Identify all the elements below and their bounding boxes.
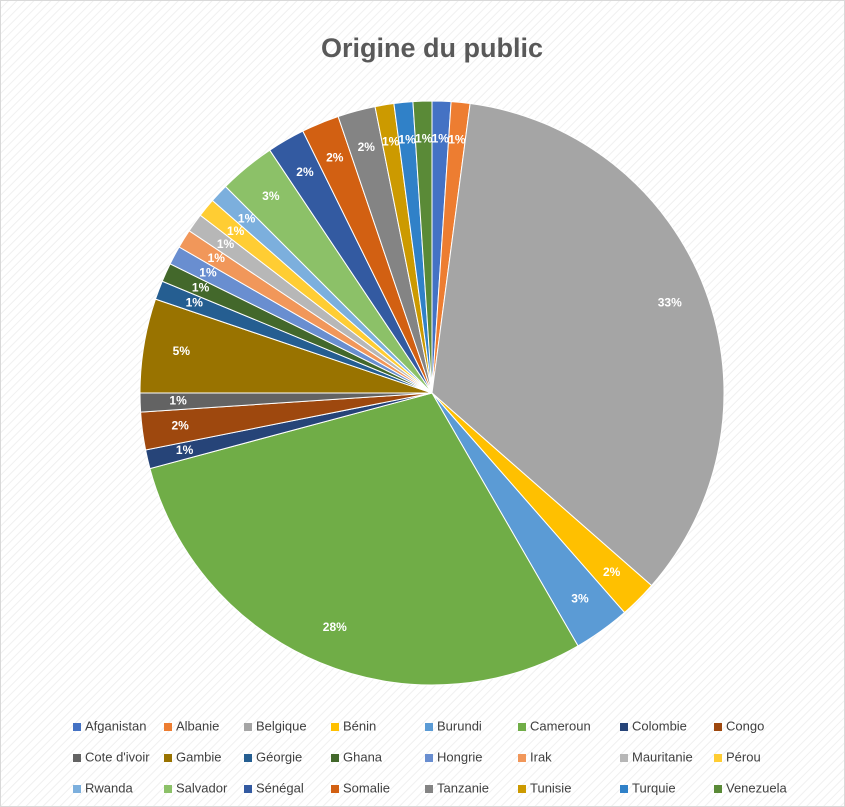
data-label: 28%	[323, 620, 347, 634]
data-label: 2%	[603, 565, 621, 579]
legend-label: Pérou	[726, 749, 761, 764]
legend-label: Irak	[530, 749, 552, 764]
data-label: 1%	[448, 132, 466, 146]
data-label: 2%	[296, 165, 314, 179]
data-label: 1%	[382, 135, 400, 149]
legend-label: Venezuela	[726, 780, 787, 795]
legend-swatch	[425, 754, 433, 762]
legend-label: Mauritanie	[632, 749, 693, 764]
data-label: 1%	[208, 251, 226, 265]
legend-swatch	[425, 723, 433, 731]
data-labels: 1% 1%33%2%3%28%1%2%1%5%1%1%1%1%1%1%1%3%2%…	[169, 131, 682, 634]
legend-swatch	[620, 785, 628, 793]
legend-swatch	[425, 785, 433, 793]
data-label: 1%	[415, 131, 433, 145]
legend-swatch	[714, 754, 722, 762]
legend-swatch	[518, 723, 526, 731]
pie-slice	[149, 392, 579, 686]
data-label: 2%	[358, 140, 376, 154]
data-label: 3%	[262, 189, 280, 203]
legend-swatch	[73, 754, 81, 762]
legend-swatch	[164, 723, 172, 731]
data-label: 1%	[238, 212, 256, 226]
legend-label: Congo	[726, 718, 764, 733]
data-label: 2%	[171, 418, 189, 432]
data-label: 1%	[169, 393, 187, 407]
legend-label: Tunisie	[530, 780, 571, 795]
legend-swatch	[331, 785, 339, 793]
legend-label: Hongrie	[437, 749, 483, 764]
legend-label: Géorgie	[256, 749, 302, 764]
legend-swatch	[73, 723, 81, 731]
legend-swatch	[620, 723, 628, 731]
legend: Afganistan Albanie Belgique Bénin Burundi Cam…	[73, 718, 787, 795]
legend-label: Salvador	[176, 780, 228, 795]
legend-swatch	[244, 785, 252, 793]
data-label: 1%	[432, 131, 450, 145]
legend-label: Albanie	[176, 718, 219, 733]
data-label: 1%	[217, 237, 235, 251]
legend-label: Afganistan	[85, 718, 146, 733]
legend-swatch	[518, 785, 526, 793]
data-label: 2%	[326, 150, 344, 164]
data-label: 1%	[199, 265, 217, 279]
legend-swatch	[714, 785, 722, 793]
legend-swatch	[518, 754, 526, 762]
legend-swatch	[620, 754, 628, 762]
legend-swatch	[164, 754, 172, 762]
legend-swatch	[73, 785, 81, 793]
legend-label: Burundi	[437, 718, 482, 733]
chart-title: Origine du public	[321, 33, 543, 63]
legend-label: Somalie	[343, 780, 390, 795]
legend-label: Cote d'ivoir	[85, 749, 150, 764]
legend-label: Sénégal	[256, 780, 304, 795]
legend-swatch	[331, 723, 339, 731]
legend-label: Bénin	[343, 718, 376, 733]
data-label: 33%	[658, 296, 682, 310]
legend-swatch	[244, 754, 252, 762]
legend-label: Colombie	[632, 718, 687, 733]
legend-swatch	[331, 754, 339, 762]
data-label: 3%	[571, 592, 589, 606]
legend-label: Belgique	[256, 718, 307, 733]
legend-swatch	[244, 723, 252, 731]
legend-swatch	[714, 723, 722, 731]
data-label: 1%	[227, 224, 245, 238]
legend-label: Ghana	[343, 749, 383, 764]
data-label: 5%	[173, 344, 191, 358]
legend-label: Gambie	[176, 749, 222, 764]
legend-label: Cameroun	[530, 718, 591, 733]
data-label: 1%	[186, 296, 204, 310]
legend-label: Tanzanie	[437, 780, 489, 795]
pie	[139, 100, 725, 686]
data-label: 1%	[398, 132, 416, 146]
data-label: 1%	[192, 280, 210, 294]
legend-label: Turquie	[632, 780, 676, 795]
pie-slice	[412, 100, 433, 394]
data-label: 1%	[176, 443, 194, 457]
pie-slice	[431, 102, 725, 587]
legend-swatch	[164, 785, 172, 793]
legend-label: Rwanda	[85, 780, 133, 795]
